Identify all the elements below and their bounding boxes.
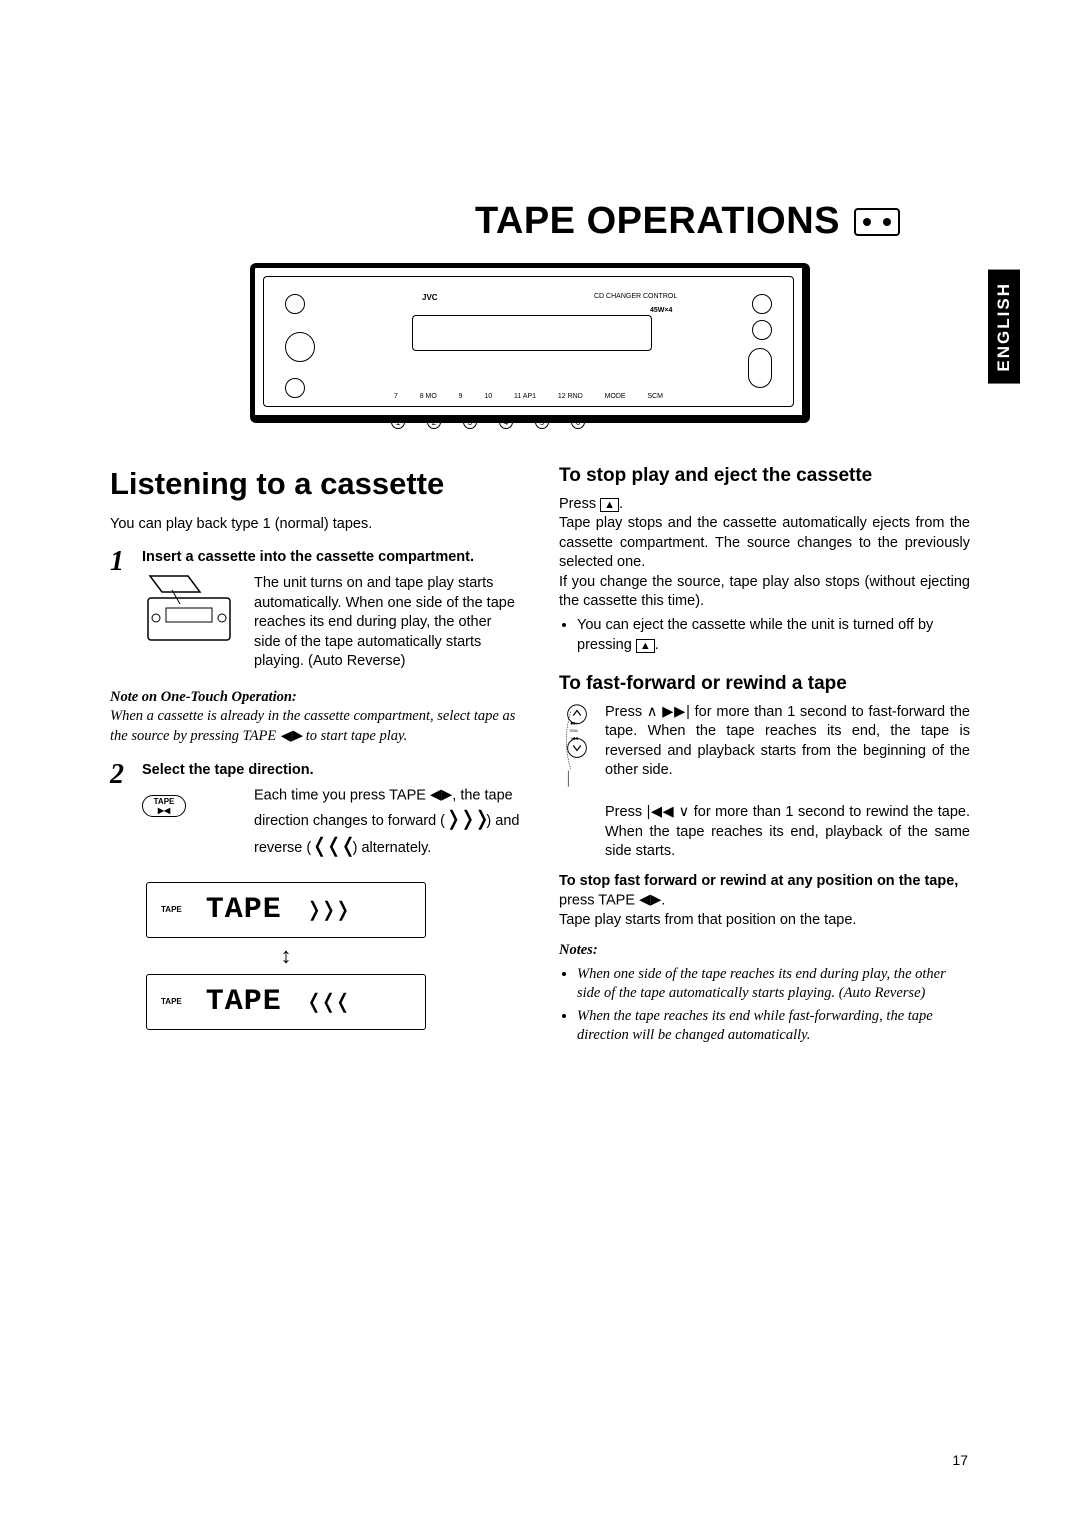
stop-p2: If you change the source, tape play also… [559,573,970,612]
lr-arrows-icon: ◀▶ [430,786,452,806]
press-line: Press ▲. [559,495,970,515]
device-brand: JVC [422,293,438,302]
device-inner: JVC CD CHANGER CONTROL 45W×4 78 MO 910 1… [263,276,794,407]
rev-chevrons-icon: ❬ ❬ ❬ [306,989,347,1016]
note-head: Note on One-Touch Operation: [110,688,521,708]
lr-arrows-icon: ◀▶ [639,891,661,911]
knob [752,320,772,340]
lcd-diagram: TAPE TAPE ❭ ❭ ❭ ↕ TAPE TAPE ❬ ❬ ❬ [110,882,521,1030]
insert-cassette-illustration [142,574,242,654]
device-small-labels: 78 MO 910 11 AP112 RND MODESCM [394,393,663,400]
step-body-text: The unit turns on and tape play starts a… [254,574,521,672]
rev-chevrons-icon: ❬ ❬ ❬ [311,835,352,857]
down-rw-icon: |◀◀ ∨ [647,804,690,820]
eject-icon: ▲ [600,498,619,512]
step-2: 2 Select the tape direction. TAPE▶◀ Each… [110,761,521,861]
note-body: When a cassette is already in the casset… [110,707,521,746]
stop-bullets: You can eject the cassette while the uni… [559,616,970,655]
knob [285,332,315,362]
fwd-chevrons-icon: ❭ ❭ ❭ [306,897,347,924]
step2-body: Each time you press TAPE ◀▶, the tape di… [254,786,521,860]
device-power: 45W×4 [650,307,672,314]
ff-block: ▶▶| SSM |◀◀ Press ∧ ▶▶| for more than 1 … [559,703,970,862]
notes-head: Notes: [559,941,970,961]
list-item: When one side of the tape reaches its en… [577,965,970,1004]
cassette-slot [412,315,652,351]
lcd-text: TAPE [206,982,282,1023]
device-cd-label: CD CHANGER CONTROL [594,293,677,300]
ff-heading: To fast-forward or rewind a tape [559,671,970,697]
rocker [748,348,772,388]
list-item: When the tape reaches its end while fast… [577,1007,970,1046]
page-number: 17 [952,1452,968,1468]
knob [752,294,772,314]
section-heading: Listening to a cassette [110,463,521,505]
lcd-reverse: TAPE TAPE ❬ ❬ ❬ [146,974,426,1030]
ff-p1: Press ∧ ▶▶| for more than 1 second to fa… [605,703,970,781]
list-item: You can eject the cassette while the uni… [577,616,970,655]
step-head: Insert a cassette into the cassette comp… [142,548,521,568]
stop-heading: To stop play and eject the cassette [559,463,970,489]
stop-p1: Tape play stops and the cassette automat… [559,514,970,573]
tape-button-icon: TAPE▶◀ [142,795,186,817]
lcd-forward: TAPE TAPE ❭ ❭ ❭ [146,882,426,938]
fwd-chevrons-icon: ❭ ❭ ❭ [445,808,486,830]
right-column: To stop play and eject the cassette Pres… [559,463,970,1049]
left-column: Listening to a cassette You can play bac… [110,463,521,1033]
page-title: TAPE OPERATIONS [110,200,900,243]
content-columns: Listening to a cassette You can play bac… [110,463,970,1049]
notes-list: When one side of the tape reaches its en… [559,965,970,1046]
language-tab: ENGLISH [988,270,1020,384]
svg-text:SSM: SSM [570,729,578,733]
step-1: 1 Insert a cassette into the cassette co… [110,548,521,671]
up-down-control-illustration: ▶▶| SSM |◀◀ [559,703,595,803]
device-num-circles: 1 2 3 4 5 6 [391,415,585,429]
cassette-icon [854,208,900,236]
ff-p2: Press |◀◀ ∨ for more than 1 second to re… [605,803,970,862]
step-head: Select the tape direction. [142,761,521,781]
lcd-label: TAPE [161,905,182,916]
lr-arrows-icon: ◀▶ [280,727,302,747]
svg-text:▶▶|: ▶▶| [571,721,578,725]
title-text: TAPE OPERATIONS [475,200,840,243]
lcd-text: TAPE [206,890,282,931]
tape-button-illustration: TAPE▶◀ [142,786,242,826]
right-controls [699,291,779,401]
stop-ff-line: To stop fast forward or rewind at any po… [559,872,970,912]
lcd-label: TAPE [161,997,182,1008]
eject-icon: ▲ [636,639,655,653]
intro-text: You can play back type 1 (normal) tapes. [110,515,521,535]
updown-arrow-icon: ↕ [146,941,426,971]
step-number: 1 [110,548,132,671]
knob [285,294,305,314]
device-illustration: JVC CD CHANGER CONTROL 45W×4 78 MO 910 1… [250,263,810,423]
knob [285,378,305,398]
up-ff-icon: ∧ ▶▶| [647,704,690,720]
left-controls [278,291,358,401]
step-number: 2 [110,761,132,861]
stop-ff-p: Tape play starts from that position on t… [559,911,970,931]
